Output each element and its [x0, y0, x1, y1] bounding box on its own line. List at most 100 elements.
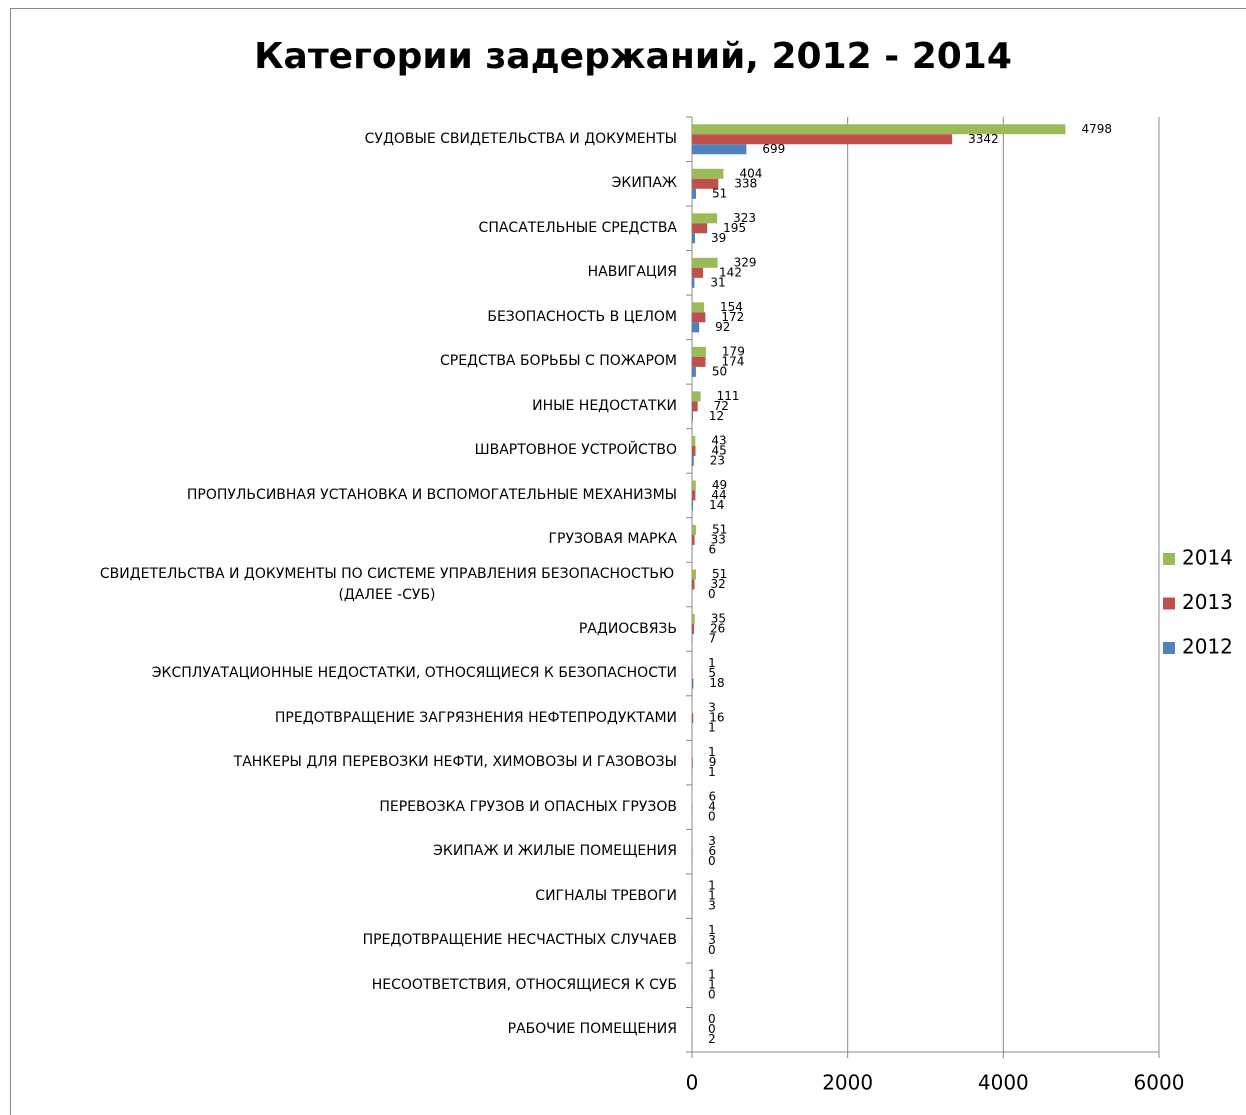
data-label: 49 — [712, 478, 727, 492]
legend-label: 2013 — [1182, 590, 1233, 614]
y-tick-label: РАБОЧИЕ ПОМЕЩЕНИЯ — [507, 1021, 677, 1038]
data-label: 44 — [711, 488, 726, 502]
y-tick-label: СИГНАЛЫ ТРЕВОГИ — [535, 887, 677, 904]
data-label: 1 — [708, 745, 716, 759]
data-label: 23 — [710, 453, 725, 467]
y-tick-label: БЕЗОПАСНОСТЬ В ЦЕЛОМ — [487, 308, 677, 325]
bar — [692, 678, 694, 689]
bar — [692, 366, 696, 377]
data-label: 179 — [722, 344, 745, 358]
y-tick-label: СВИДЕТЕЛЬСТВА И ДОКУМЕНТЫ ПО СИСТЕМЕ УПР… — [99, 565, 675, 603]
data-label: 45 — [712, 443, 727, 457]
data-label: 18 — [709, 676, 724, 690]
y-tick-label: НЕСООТВЕТСТВИЯ, ОТНОСЯЩИЕСЯ К СУБ — [371, 976, 677, 993]
bar — [692, 614, 695, 625]
data-label: 72 — [714, 399, 729, 413]
data-label: 1 — [708, 721, 716, 735]
data-label: 4 — [708, 800, 716, 814]
y-tick-label: ИНЫЕ НЕДОСТАТКИ — [532, 397, 677, 414]
x-tick-label: 2000 — [822, 1071, 873, 1095]
y-tick-label: ГРУЗОВАЯ МАРКА — [548, 531, 677, 548]
data-label: 1 — [708, 923, 716, 937]
bar — [692, 579, 695, 590]
y-tick-label: СУДОВЫЕ СВИДЕТЕЛЬСТВА И ДОКУМЕНТЫ — [364, 130, 677, 147]
bar — [692, 346, 706, 357]
y-tick-label: НАВИГАЦИЯ — [587, 264, 677, 281]
bar — [692, 312, 706, 323]
data-label: 31 — [710, 275, 725, 289]
data-label: 111 — [717, 389, 740, 403]
bar — [692, 569, 696, 580]
data-label: 16 — [709, 711, 724, 725]
data-label: 6 — [708, 790, 716, 804]
data-label: 12 — [709, 409, 724, 423]
data-label: 1 — [708, 978, 716, 992]
data-label: 323 — [733, 211, 756, 225]
data-label: 6 — [708, 844, 716, 858]
y-tick-label: ПРЕДОТВРАЩЕНИЕ ЗАГРЯЗНЕНИЯ НЕФТЕПРОДУКТА… — [274, 709, 677, 726]
bar — [692, 322, 700, 333]
data-label: 51 — [712, 567, 727, 581]
data-label: 195 — [723, 221, 746, 235]
data-label: 14 — [709, 498, 724, 512]
data-label: 92 — [715, 320, 730, 334]
bar — [692, 401, 698, 412]
data-label: 7 — [709, 632, 717, 646]
bar — [692, 524, 696, 535]
data-label: 0 — [708, 1012, 716, 1026]
legend-swatch — [1163, 597, 1175, 610]
y-tick-label: РАДИОСВЯЗЬ — [578, 620, 677, 637]
data-label: 174 — [722, 354, 745, 368]
y-tick-label: ПРОПУЛЬСИВНАЯ УСТАНОВКА И ВСПОМОГАТЕЛЬНЫ… — [186, 486, 677, 503]
data-label: 3 — [708, 701, 716, 715]
bar — [692, 435, 696, 446]
bar — [692, 168, 724, 179]
data-label: 3342 — [968, 132, 999, 146]
y-tick-label: ЭКИПАЖ И ЖИЛЫЕ ПОМЕЩЕНИЯ — [433, 843, 677, 860]
x-tick-label: 4000 — [978, 1071, 1029, 1095]
data-label: 0 — [708, 587, 716, 601]
y-tick-label: ШВАРТОВНОЕ УСТРОЙСТВО — [474, 442, 677, 459]
data-label: 39 — [711, 231, 726, 245]
data-label: 404 — [739, 166, 762, 180]
data-label: 1 — [708, 968, 716, 982]
data-label: 5 — [708, 666, 716, 680]
bar — [692, 356, 706, 367]
data-label: 6 — [708, 542, 716, 556]
bar — [692, 302, 704, 313]
data-label: 9 — [709, 755, 717, 769]
bar — [692, 757, 693, 768]
bar — [692, 713, 694, 724]
data-label: 1 — [708, 889, 716, 903]
bar — [692, 624, 695, 635]
bar — [692, 490, 696, 501]
bar — [692, 500, 694, 511]
data-label: 1 — [708, 656, 716, 670]
data-label: 0 — [708, 810, 716, 824]
x-tick-label: 0 — [686, 1071, 699, 1095]
bar — [692, 134, 953, 145]
bar — [692, 391, 701, 402]
data-label: 50 — [712, 364, 727, 378]
y-tick-label: ТАНКЕРЫ ДЛЯ ПЕРЕВОЗКИ НЕФТИ, ХИМОВОЗЫ И … — [233, 754, 677, 771]
data-label: 43 — [711, 433, 726, 447]
data-label: 329 — [734, 255, 757, 269]
data-label: 154 — [720, 300, 743, 314]
legend-swatch — [1163, 642, 1175, 654]
y-tick-label: ПЕРЕВОЗКА ГРУЗОВ И ОПАСНЫХ ГРУЗОВ — [379, 798, 677, 815]
data-label: 142 — [719, 265, 742, 279]
data-label: 699 — [762, 142, 785, 156]
data-label: 0 — [708, 854, 716, 868]
data-label: 172 — [721, 310, 744, 324]
bar — [692, 411, 693, 422]
data-label: 33 — [711, 532, 726, 546]
data-label: 35 — [711, 612, 726, 626]
bar — [692, 188, 696, 199]
data-label: 338 — [734, 176, 757, 190]
data-label: 4798 — [1081, 122, 1112, 136]
y-tick-label: ЭКСПЛУАТАЦИОННЫЕ НЕДОСТАТКИ, ОТНОСЯЩИЕСЯ… — [151, 665, 677, 682]
bar — [692, 178, 719, 189]
y-tick-label: ЭКИПАЖ — [611, 175, 677, 192]
bar — [692, 124, 1066, 135]
